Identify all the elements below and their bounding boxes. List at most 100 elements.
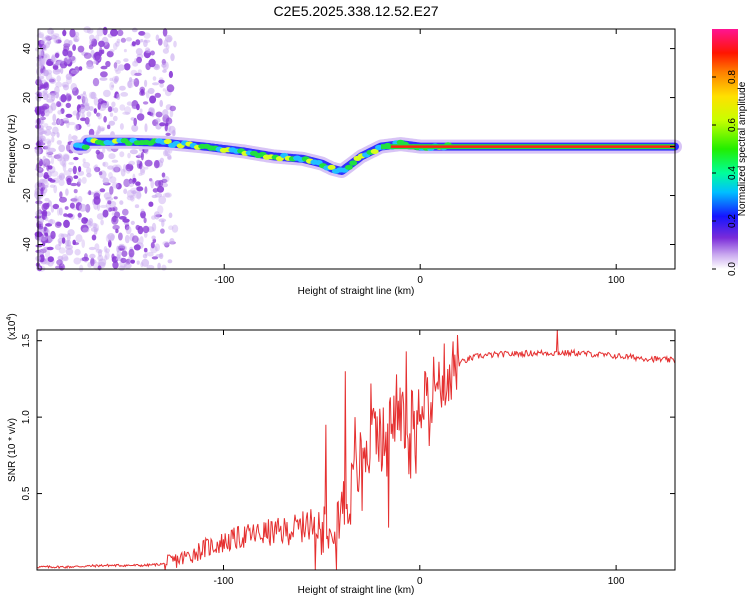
spectrogram-noise-blob xyxy=(130,194,135,202)
spectrogram-y-tick-label: 40 xyxy=(22,43,33,55)
spectrogram-noise-blob xyxy=(159,252,164,260)
colorbar-label: Normalized spectral amplitude xyxy=(737,81,748,216)
spectrogram-noise-blob xyxy=(147,48,151,54)
spectrogram-noise-blob xyxy=(50,170,59,177)
spectrogram-noise-blob xyxy=(58,247,66,254)
spectrogram-noise-blob xyxy=(51,54,56,63)
spectrogram-noise-blob xyxy=(70,55,77,64)
spectrogram-noise-blob xyxy=(124,106,132,115)
spectrogram-noise-blob xyxy=(169,105,176,112)
spectrogram-noise-blob xyxy=(154,92,161,98)
spectrogram-noise-blob xyxy=(123,63,131,71)
spectrogram-noise-blob xyxy=(127,80,132,89)
spectrogram-noise-blob xyxy=(108,153,116,160)
spectrogram-noise-blob xyxy=(80,224,89,233)
colorbar-tick-label: 0.6 xyxy=(727,118,738,132)
spectrogram-noise-blob xyxy=(59,60,68,69)
spectrogram-noise-blob xyxy=(54,52,60,59)
spectrogram-noise-blob xyxy=(109,77,114,82)
spectrogram-noise-blob xyxy=(95,248,103,254)
spectrogram-noise-blob xyxy=(102,209,109,218)
spectrogram-noise-blob xyxy=(34,167,43,171)
spectrogram-noise-blob xyxy=(99,204,108,209)
spectrogram-noise-blob xyxy=(148,201,154,207)
spectrogram-noise-blob xyxy=(43,129,52,136)
spectrogram-noise-blob xyxy=(113,107,119,113)
spectrogram-panel: -100 0 100 -40 -20 0 20 40 Height of straight … xyxy=(7,26,682,297)
spectrogram-noise-blob xyxy=(152,76,157,81)
spectrogram-noise-blob xyxy=(36,265,41,271)
spectrogram-noise-blob xyxy=(53,184,58,194)
spectrogram-noise-blob xyxy=(162,241,170,246)
spectrogram-noise-blob xyxy=(132,60,139,67)
spectrogram-noise-blob xyxy=(144,166,149,170)
spectrogram-noise-blob xyxy=(84,117,90,125)
spectrogram-noise-blob xyxy=(139,108,143,114)
spectrogram-noise-blob xyxy=(168,225,174,230)
spectrogram-noise-blob xyxy=(60,174,65,180)
spectrogram-noise-blob xyxy=(157,262,161,270)
spectrogram-noise-blob xyxy=(71,197,80,204)
spectrogram-noise-blob xyxy=(102,148,106,154)
spectrogram-noise-blob xyxy=(147,251,154,257)
spectrogram-noise-blob xyxy=(168,212,173,219)
snr-exponent-close: ) xyxy=(7,313,18,316)
spectrogram-noise-blob xyxy=(113,196,118,200)
spectrogram-noise-blob xyxy=(158,195,167,205)
spectrogram-noise-blob xyxy=(98,171,103,176)
spectrogram-noise-blob xyxy=(105,196,114,202)
spectrogram-noise-blob xyxy=(124,223,130,231)
spectrogram-noise-blob xyxy=(41,203,48,212)
spectrogram-noise-blob xyxy=(136,190,142,200)
spectrogram-noise-blob xyxy=(102,161,109,168)
spectrogram-noise-blob xyxy=(134,72,142,76)
spectrogram-noise-blob xyxy=(56,101,62,108)
spectrogram-noise-blob xyxy=(126,195,135,201)
spectrogram-noise-blob xyxy=(44,197,50,202)
spectrogram-noise-blob xyxy=(44,42,50,49)
spectrogram-noise-blob xyxy=(35,77,43,85)
snr-panel: -100 0 100 0.5 1.0 1.5 Height of straight li… xyxy=(6,313,676,596)
spectrogram-noise-blob xyxy=(128,248,135,258)
spectrogram-noise-blob xyxy=(112,115,118,122)
spectrogram-noise-blob xyxy=(40,40,46,45)
spectrogram-frame xyxy=(37,28,676,270)
spectrogram-noise-blob xyxy=(130,259,135,264)
spectrogram-noise-blob xyxy=(163,192,171,198)
spectrogram-noise-blob xyxy=(97,125,101,134)
spectrogram-noise-blob xyxy=(164,192,172,198)
spectrogram-noise-blob xyxy=(68,167,73,172)
spectrogram-noise-blob xyxy=(107,106,113,113)
snr-x-axis-label: Height of straight line (km) xyxy=(298,585,415,596)
spectrogram-noise-blob xyxy=(94,166,101,173)
spectrogram-noise-blob xyxy=(119,200,124,205)
spectrogram-noise-blob xyxy=(65,113,73,118)
spectrogram-noise-blob xyxy=(77,178,82,184)
spectrogram-noise-blob xyxy=(144,79,148,88)
spectrogram-ridge-blob xyxy=(349,160,358,166)
spectrogram-noise-blob xyxy=(47,256,54,263)
spectrogram-noise-blob xyxy=(103,89,111,98)
spectrogram-noise-blob xyxy=(46,246,54,251)
spectrogram-noise-blob xyxy=(131,41,136,47)
spectrogram-noise-blob xyxy=(55,81,63,88)
snr-x-tick-label: -100 xyxy=(213,576,233,587)
spectrogram-noise-blob xyxy=(164,242,170,248)
spectrogram-noise-blob xyxy=(65,175,74,183)
spectrogram-noise-blob xyxy=(123,263,132,269)
spectrogram-noise-blob xyxy=(140,210,146,219)
spectrogram-noise-blob xyxy=(155,34,160,42)
spectrogram-noise-blob xyxy=(136,186,144,192)
spectrogram-noise-blob xyxy=(63,256,69,262)
spectrogram-noise-blob xyxy=(60,233,68,238)
spectrogram-noise-blob xyxy=(81,176,87,184)
spectrogram-noise-blob xyxy=(81,217,88,224)
spectrogram-noise-blob xyxy=(77,45,85,53)
spectrogram-noise-blob xyxy=(167,155,172,161)
spectrogram-noise-blob xyxy=(103,246,108,253)
spectrogram-noise-blob xyxy=(111,101,116,108)
spectrogram-noise-blob xyxy=(42,103,50,110)
spectrogram-noise-blob xyxy=(143,231,148,238)
spectrogram-noise-blob xyxy=(94,243,100,251)
